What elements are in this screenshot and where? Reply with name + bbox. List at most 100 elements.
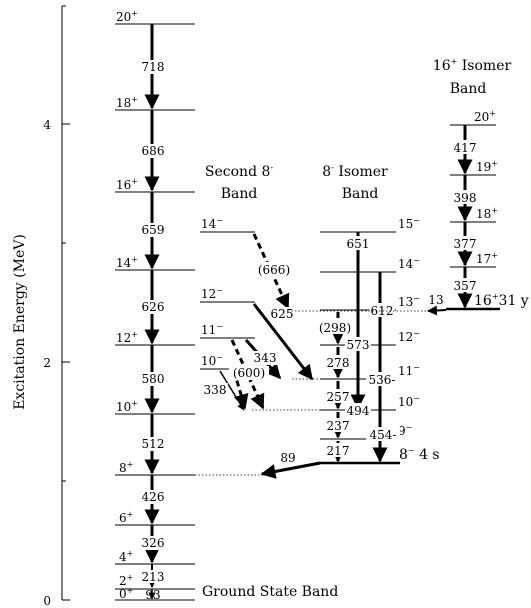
energy-axis: 0 2 4 Excitation Energy (MeV) bbox=[12, 5, 70, 608]
label-bg bbox=[140, 570, 166, 583]
spin-label: 19+ bbox=[476, 159, 498, 174]
gamma-energy: 417 bbox=[454, 141, 477, 155]
second8-band-title-line2: Band bbox=[221, 186, 258, 202]
gamma-energy: 625 bbox=[271, 307, 294, 321]
spin-label: 20+ bbox=[474, 109, 496, 124]
spin-label: 18+ bbox=[476, 206, 498, 221]
label-bg bbox=[140, 372, 166, 386]
label-bg bbox=[269, 307, 295, 321]
isomer8-band-title: 8- Isomer bbox=[322, 163, 388, 180]
spin-label: 17+ bbox=[476, 251, 498, 266]
spin-label: 2+ bbox=[119, 573, 133, 588]
label-bg bbox=[140, 490, 166, 504]
spin-label: 15− bbox=[398, 216, 420, 231]
ground-band-title: Ground State Band bbox=[202, 584, 338, 600]
gamma-energy: 93 bbox=[145, 588, 160, 602]
spin-label: 4+ bbox=[119, 549, 133, 564]
gamma-energy: (600) bbox=[233, 366, 265, 380]
spin-label: 20+ bbox=[116, 9, 138, 24]
gamma-energy: (298) bbox=[319, 321, 351, 335]
label-bg bbox=[202, 383, 228, 397]
spin-label: 14− bbox=[201, 216, 223, 231]
label-bg bbox=[140, 536, 166, 550]
spin-label: 12− bbox=[201, 286, 223, 301]
spin-label: 10− bbox=[201, 353, 223, 368]
spin-label: 14+ bbox=[116, 255, 138, 270]
gamma-arrow bbox=[260, 461, 321, 479]
gamma-energy: 326 bbox=[142, 536, 165, 550]
gamma-energy: 237 bbox=[327, 419, 350, 433]
label-bg bbox=[229, 366, 269, 380]
second8-band-title: Second 8- bbox=[205, 163, 273, 180]
gamma-energy: 659 bbox=[142, 223, 165, 237]
label-bg bbox=[254, 262, 294, 276]
gamma-arrow bbox=[232, 370, 249, 410]
gamma-energy: 626 bbox=[142, 300, 165, 314]
gamma-energy: 454- bbox=[370, 428, 397, 442]
spin-label: 13− bbox=[398, 294, 420, 309]
label-bg bbox=[366, 372, 398, 386]
gamma-arrow bbox=[230, 339, 265, 410]
spin-label: 10+ bbox=[116, 399, 138, 414]
guide-lines bbox=[115, 310, 428, 590]
gamma-energy: 494 bbox=[347, 404, 370, 418]
gamma-energy: 343 bbox=[254, 351, 277, 365]
axis-tick-label: 0 bbox=[43, 594, 51, 608]
ground-band: 20+ 18+ 16+ 14+ 12+ 10+ 8+ 6+ 4+ 2+ 0+ 7… bbox=[115, 9, 195, 602]
label-bg bbox=[366, 427, 400, 441]
label-bg bbox=[345, 337, 371, 351]
spin-label: 11− bbox=[398, 363, 420, 378]
label-bg bbox=[452, 236, 478, 250]
gamma-energy: 89 bbox=[280, 451, 295, 465]
spin-label: 18+ bbox=[116, 95, 138, 110]
label-bg bbox=[452, 278, 478, 292]
gamma-arrow bbox=[219, 370, 245, 411]
gamma-energy: 213 bbox=[142, 570, 165, 584]
label-bg bbox=[345, 403, 371, 417]
spin-label: 14− bbox=[398, 256, 420, 271]
gamma-arrow bbox=[427, 305, 447, 316]
spin-label: 9− bbox=[398, 423, 412, 438]
label-bg bbox=[452, 140, 478, 154]
label-bg bbox=[369, 303, 395, 317]
axis-tick-label: 4 bbox=[43, 118, 51, 132]
gamma-energy: 536- bbox=[369, 373, 396, 387]
label-bg bbox=[140, 60, 166, 74]
gamma-energy: 278 bbox=[327, 356, 350, 370]
gamma-energy: 398 bbox=[454, 191, 477, 205]
spin-label: 16+ bbox=[116, 177, 138, 192]
gamma-energy: 580 bbox=[142, 372, 165, 386]
isomer16-band-title: 16+ Isomer bbox=[433, 57, 512, 74]
gamma-energy: 426 bbox=[142, 490, 165, 504]
spin-label: 8+ bbox=[119, 460, 133, 475]
gamma-energy: 573 bbox=[347, 338, 370, 352]
gamma-energy: 718 bbox=[142, 60, 165, 74]
gamma-energy: 357 bbox=[454, 279, 477, 293]
label-bg bbox=[345, 236, 371, 250]
gamma-energy: 651 bbox=[347, 237, 370, 251]
band-titles: Ground State Band Second 8- Band 8- Isom… bbox=[202, 57, 511, 600]
gamma-energy: 257 bbox=[327, 390, 350, 404]
second8-band: 14− 12− 11− 10− (666) 625 343 (600) 338 bbox=[200, 216, 314, 411]
spin-label: 12+ bbox=[116, 330, 138, 345]
label-bg bbox=[140, 300, 166, 314]
label-bg bbox=[325, 443, 351, 457]
spin-label: 10− bbox=[398, 394, 420, 409]
label-bg bbox=[140, 223, 166, 237]
gamma-energy: 377 bbox=[454, 237, 477, 251]
label-bg bbox=[325, 355, 351, 369]
spin-label: 12− bbox=[398, 329, 420, 344]
gamma-energy: (666) bbox=[258, 263, 290, 277]
label-bg bbox=[325, 418, 351, 432]
gamma-energy: 686 bbox=[142, 144, 165, 158]
axis-tick-label: 2 bbox=[43, 356, 51, 370]
axis-label: Excitation Energy (MeV) bbox=[12, 234, 28, 410]
label-bg bbox=[140, 144, 166, 158]
label-bg bbox=[315, 320, 355, 334]
gamma-energy: 338 bbox=[204, 383, 227, 397]
label-bg bbox=[140, 437, 166, 451]
isomer16-band: 20+ 19+ 18+ 17+ 16+31 y 417 398 377 357 … bbox=[427, 109, 529, 316]
spin-label: 6+ bbox=[119, 510, 133, 525]
isomer8-band: 15− 14− 13− 12− 11− 10− 9− 8− 4 s 651 61… bbox=[260, 216, 440, 479]
